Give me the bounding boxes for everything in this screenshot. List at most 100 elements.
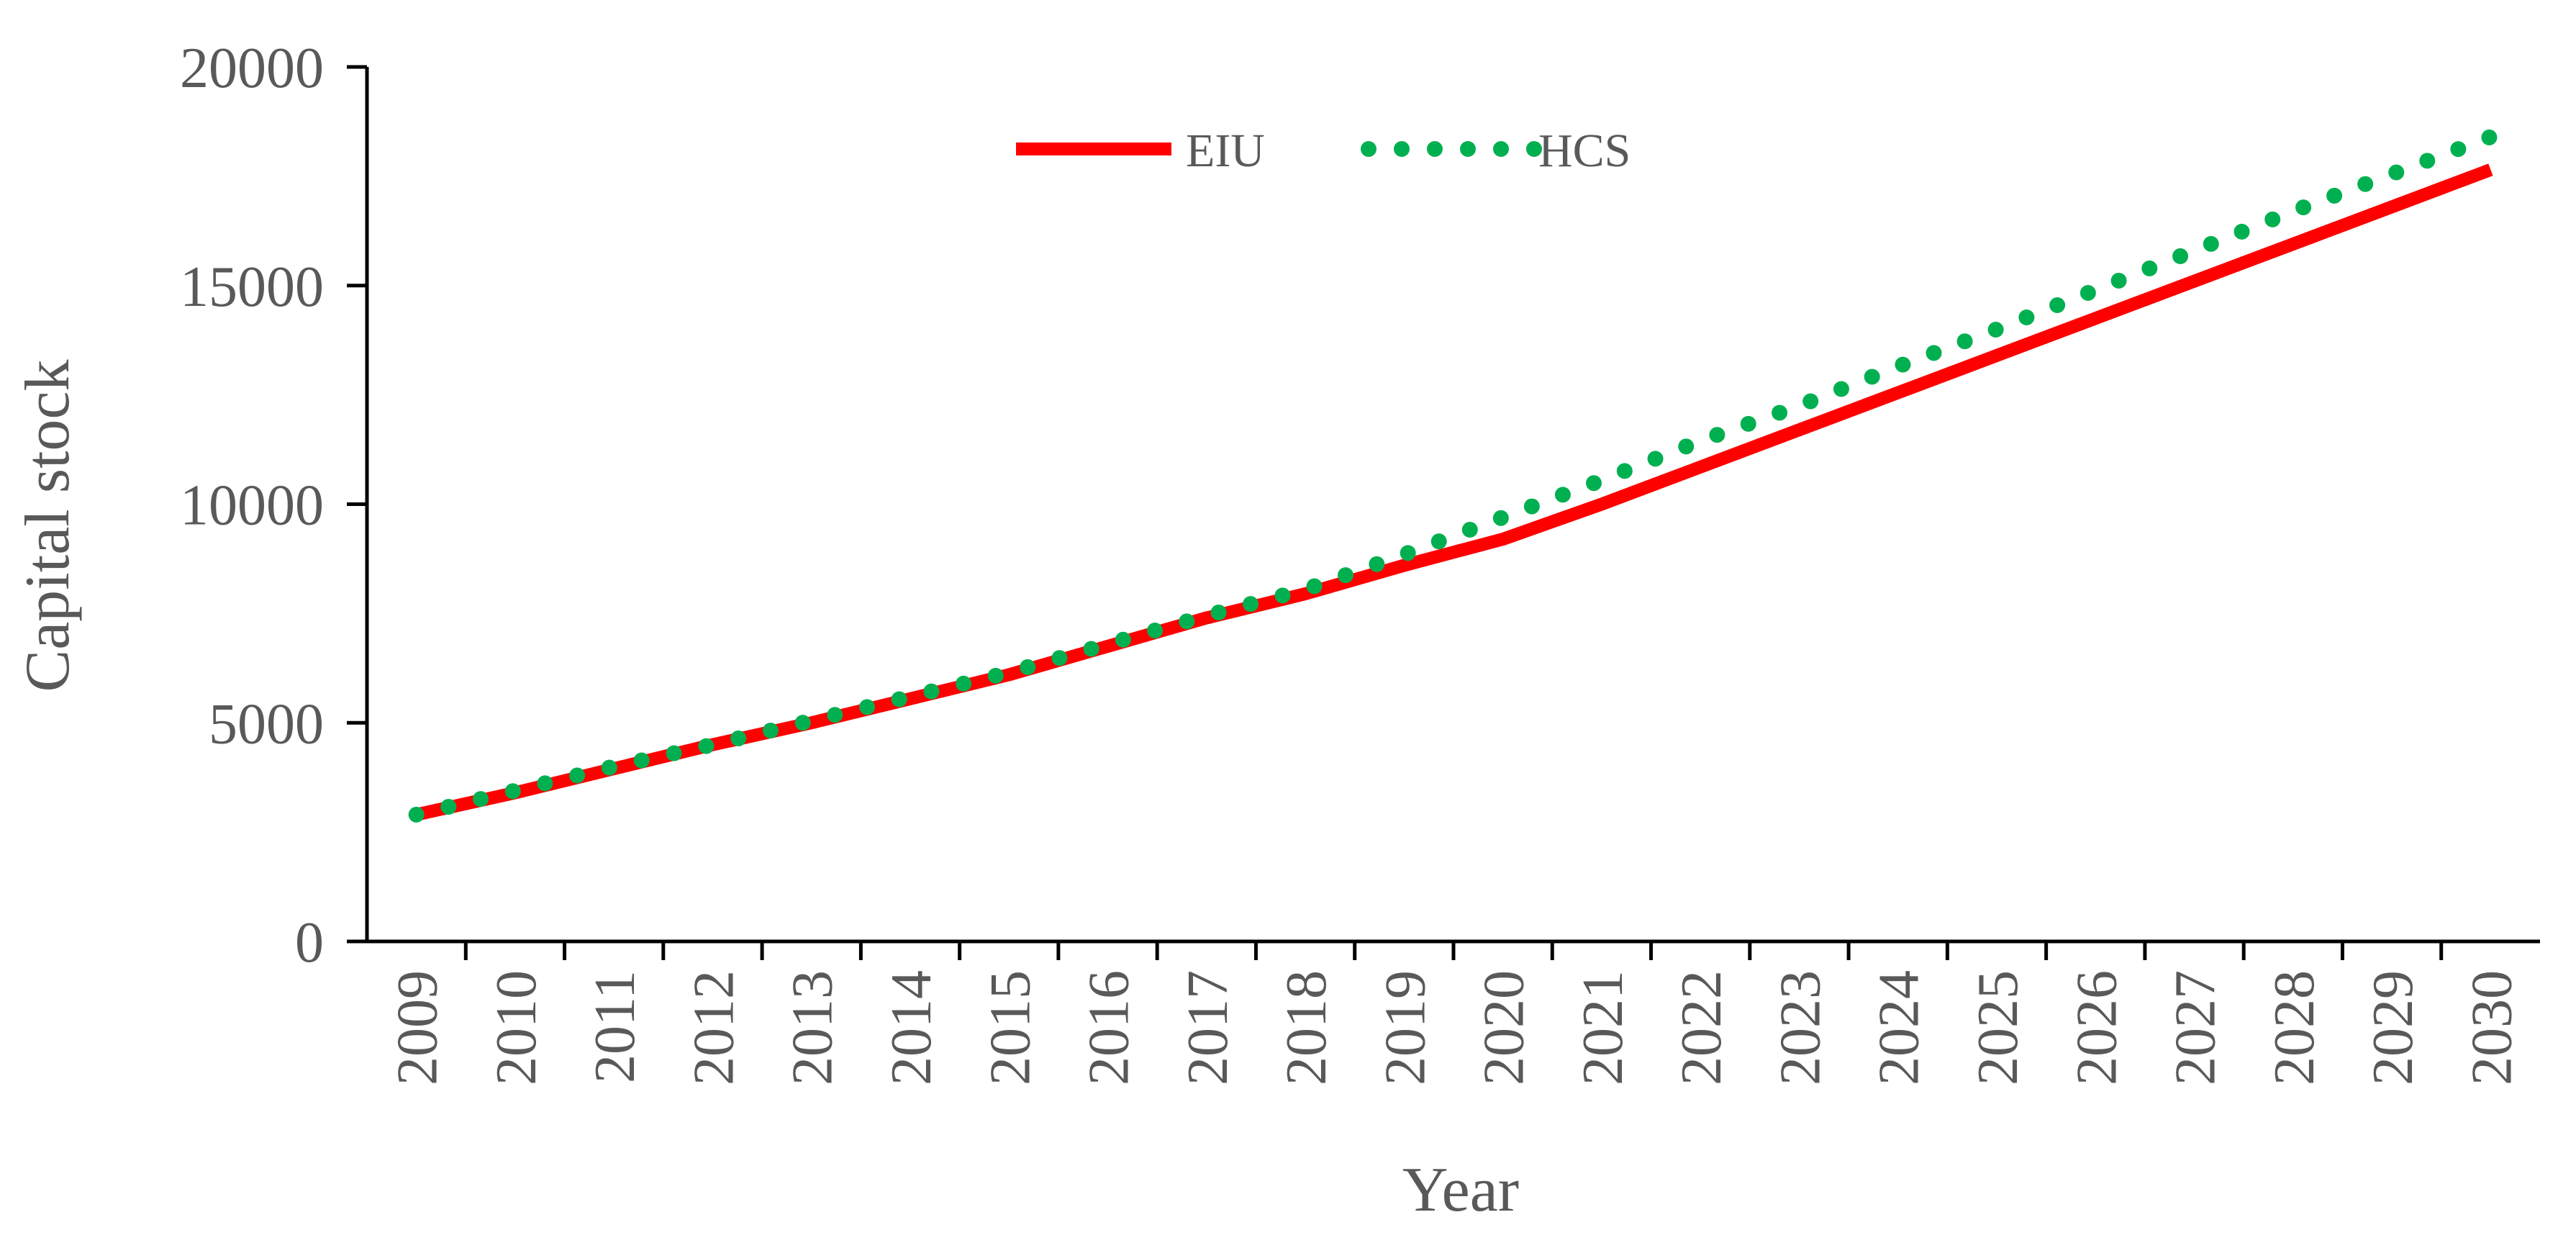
hcs-dot: [827, 707, 843, 723]
hcs-dot: [2080, 284, 2096, 301]
hcs-dot: [1306, 578, 1323, 595]
hcs-dot: [2264, 211, 2281, 227]
hcs-dot: [1274, 587, 1291, 604]
x-tick-label: 2024: [1868, 970, 1931, 1085]
x-axis-ticks: 2009 2010 2011 2012 2013 2014 2015 2016 2017 2018…: [386, 941, 2523, 1085]
hcs-dot: [1243, 596, 1259, 613]
hcs-dot: [987, 667, 1004, 684]
legend-hcs-label: HCS: [1538, 125, 1631, 177]
legend-hcs-dot: [1493, 141, 1509, 157]
hcs-dot: [504, 783, 521, 800]
hcs-dot: [1554, 487, 1571, 503]
hcs-dot: [2110, 272, 2127, 289]
x-tick-label: 2021: [1572, 970, 1635, 1085]
legend-hcs-dot: [1427, 141, 1443, 157]
hcs-dot: [473, 791, 489, 808]
hcs-dot: [633, 752, 650, 769]
x-tick-label: 2027: [2164, 970, 2228, 1085]
hcs-dot: [1956, 333, 1973, 350]
x-tick-label: 2010: [485, 970, 548, 1085]
hcs-dot: [1833, 381, 1849, 397]
x-tick-label: 2019: [1374, 970, 1437, 1085]
x-tick-label: 2014: [880, 970, 943, 1085]
x-tick-label: 2026: [2065, 970, 2128, 1085]
hcs-dot: [2450, 141, 2467, 158]
x-tick-label: 2015: [979, 970, 1042, 1085]
legend-hcs-dot: [1394, 141, 1410, 157]
x-tick-label: 2023: [1769, 970, 1832, 1085]
hcs-dot: [408, 806, 425, 823]
x-tick-label: 2013: [781, 970, 845, 1085]
x-tick-label: 2030: [2460, 970, 2523, 1085]
y-axis-title: Capital stock: [13, 360, 83, 692]
hcs-dot: [730, 730, 747, 746]
hcs-dot: [1461, 521, 1478, 538]
x-tick-label: 2022: [1670, 970, 1733, 1085]
hcs-dot: [1802, 393, 1819, 410]
y-tick-label: 20000: [180, 37, 324, 100]
hcs-dot: [1616, 463, 1633, 479]
hcs-dot: [794, 715, 811, 731]
hcs-dot: [2233, 223, 2250, 240]
y-axis-ticks: 0 5000 10000 15000 20000: [180, 37, 367, 975]
series-eiu-line: [414, 163, 2493, 821]
x-tick-label: 2011: [584, 970, 647, 1083]
hcs-dot: [2295, 199, 2312, 216]
y-tick-label: 15000: [180, 256, 324, 319]
hcs-dot: [2018, 309, 2035, 326]
hcs-dot: [2388, 164, 2405, 181]
hcs-dot: [1647, 451, 1664, 467]
x-tick-label: 2020: [1473, 970, 1536, 1085]
hcs-dot: [440, 798, 457, 815]
x-tick-label: 2017: [1176, 970, 1240, 1085]
hcs-dot: [537, 775, 553, 792]
hcs-dot: [1772, 404, 1788, 421]
hcs-dot: [1678, 438, 1695, 455]
hcs-dot: [1987, 322, 2004, 338]
hcs-dot: [762, 723, 779, 739]
hcs-dot: [1895, 356, 1911, 373]
hcs-dot: [601, 759, 617, 776]
hcs-dot: [666, 745, 682, 761]
series-layer: [408, 129, 2498, 823]
hcs-dot: [1523, 498, 1540, 515]
hcs-dot: [1083, 641, 1099, 657]
hcs-dot: [2481, 129, 2498, 145]
hcs-dot: [2326, 187, 2343, 204]
hcs-dot: [2172, 248, 2189, 264]
legend-hcs-dot: [1460, 141, 1476, 157]
hcs-dot: [2141, 260, 2158, 276]
y-tick-label: 0: [295, 911, 324, 975]
legend-eiu-label: EIU: [1186, 125, 1265, 177]
legend-hcs-dot: [1526, 141, 1542, 157]
y-tick-label: 10000: [180, 474, 324, 538]
x-axis-title: Year: [1402, 1155, 1519, 1225]
hcs-dot: [1020, 659, 1036, 675]
hcs-dot: [1115, 631, 1131, 648]
hcs-dot: [2203, 235, 2219, 252]
hcs-dot: [1179, 613, 1195, 630]
hcs-dot: [1337, 567, 1353, 584]
x-tick-label: 2025: [1967, 970, 2030, 1085]
hcs-dot: [2419, 153, 2436, 169]
y-tick-label: 5000: [209, 692, 324, 756]
hcs-dot: [1709, 427, 1725, 443]
hcs-dot: [1926, 345, 1942, 361]
hcs-dot: [1147, 623, 1164, 639]
hcs-dot: [891, 691, 907, 708]
hcs-dot: [1400, 545, 1416, 561]
legend-hcs-dot: [1361, 141, 1377, 157]
hcs-dot: [1369, 556, 1385, 572]
hcs-dot: [1430, 533, 1447, 550]
hcs-dot: [923, 683, 940, 700]
x-tick-label: 2028: [2263, 970, 2326, 1085]
hcs-dot: [698, 738, 715, 754]
series-hcs: [408, 129, 2498, 823]
x-tick-label: 2016: [1078, 970, 1141, 1085]
legend-hcs-swatch: [1361, 141, 1542, 157]
x-tick-label: 2009: [386, 970, 450, 1085]
x-tick-label: 2029: [2362, 970, 2425, 1085]
hcs-dot: [956, 675, 972, 692]
hcs-dot: [1586, 475, 1602, 492]
